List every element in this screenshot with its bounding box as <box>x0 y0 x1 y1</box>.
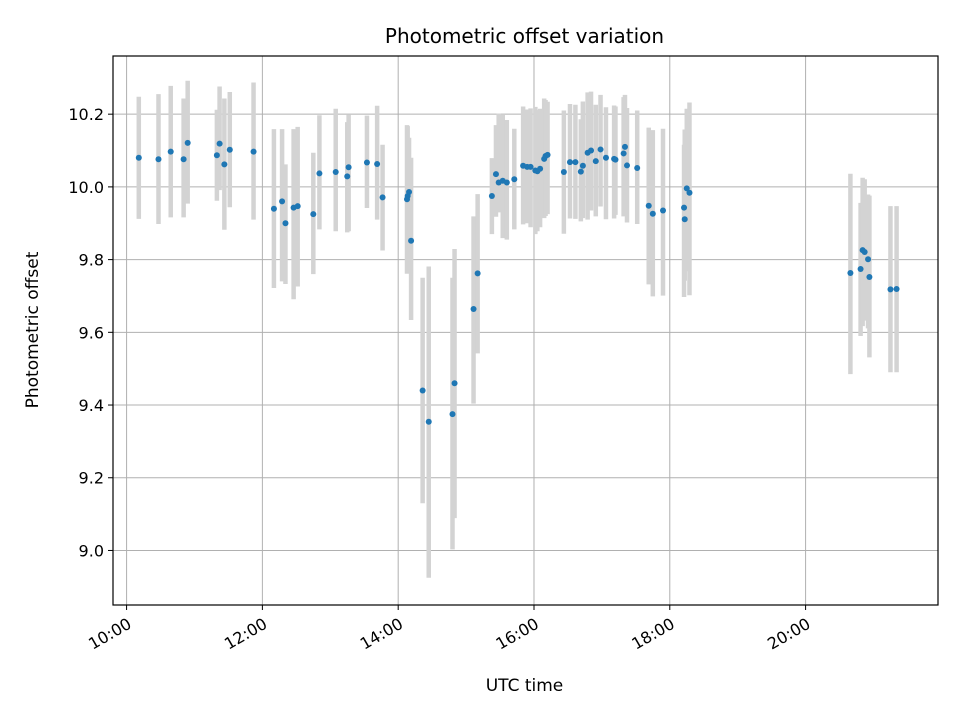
plot-area-frame <box>112 55 939 606</box>
data-point <box>893 286 900 293</box>
data-point <box>374 160 381 167</box>
data-point <box>597 146 604 153</box>
data-point <box>681 204 688 211</box>
data-point <box>250 148 257 155</box>
data-point <box>592 158 599 165</box>
y-axis: 9.0 9.2 9.4 9.6 9.8 10.0 10.2 <box>68 105 113 560</box>
y-tick-label: 9.6 <box>79 323 104 342</box>
data-point <box>488 192 495 199</box>
y-tick-label: 9.8 <box>79 251 104 270</box>
data-point <box>310 211 317 218</box>
data-point <box>451 380 458 387</box>
data-point <box>621 143 628 150</box>
data-point <box>294 203 301 210</box>
y-axis-title: Photometric offset <box>23 251 43 408</box>
y-tick-label: 10.0 <box>68 178 104 197</box>
data-point <box>408 237 415 244</box>
data-point <box>857 266 864 273</box>
data-point <box>180 156 187 163</box>
data-point <box>683 185 690 192</box>
y-tick-label: 9.0 <box>79 541 104 560</box>
data-point <box>681 216 688 223</box>
data-point <box>363 159 370 166</box>
data-point <box>316 170 323 177</box>
data-point <box>184 139 191 146</box>
data-point <box>474 270 481 277</box>
data-point <box>282 220 289 227</box>
data-point <box>226 146 233 153</box>
data-point <box>624 162 631 169</box>
data-point <box>537 165 544 172</box>
data-point <box>544 151 551 158</box>
data-point <box>344 173 351 180</box>
data-point <box>847 270 854 277</box>
chart-title: Photometric offset variation <box>385 24 664 48</box>
y-tick-label: 9.2 <box>79 469 104 488</box>
data-point <box>579 162 586 169</box>
data-point <box>213 152 220 159</box>
data-point <box>135 154 142 161</box>
y-tick-label: 10.2 <box>68 105 104 124</box>
data-point <box>649 210 656 217</box>
data-points <box>135 139 900 425</box>
data-point <box>270 205 277 212</box>
data-point <box>449 411 456 418</box>
data-point <box>279 198 286 205</box>
data-point <box>527 163 534 170</box>
data-point <box>419 387 426 394</box>
data-point <box>887 286 894 293</box>
data-point <box>602 154 609 161</box>
data-point <box>216 140 223 147</box>
data-point <box>686 189 693 196</box>
data-point <box>620 150 627 157</box>
data-point <box>861 248 868 255</box>
data-point <box>866 274 873 281</box>
data-point <box>588 147 595 154</box>
data-point <box>645 202 652 209</box>
data-point <box>379 194 386 201</box>
data-point <box>470 306 477 313</box>
data-point <box>406 188 413 195</box>
data-point <box>332 168 339 175</box>
data-point <box>566 159 573 166</box>
data-point <box>492 171 499 178</box>
data-point <box>155 156 162 163</box>
data-point <box>572 159 579 166</box>
data-point <box>612 156 619 163</box>
data-point <box>425 418 432 425</box>
data-point <box>865 256 872 263</box>
data-point <box>634 164 641 171</box>
y-tick-label: 9.4 <box>79 396 104 415</box>
data-point <box>560 168 567 175</box>
data-point <box>167 148 174 155</box>
data-point <box>660 207 666 214</box>
data-point <box>221 161 228 168</box>
data-point <box>503 179 510 186</box>
data-point <box>577 168 584 175</box>
data-point <box>345 164 352 171</box>
data-point <box>511 176 518 183</box>
x-axis-title: UTC time <box>486 676 564 696</box>
